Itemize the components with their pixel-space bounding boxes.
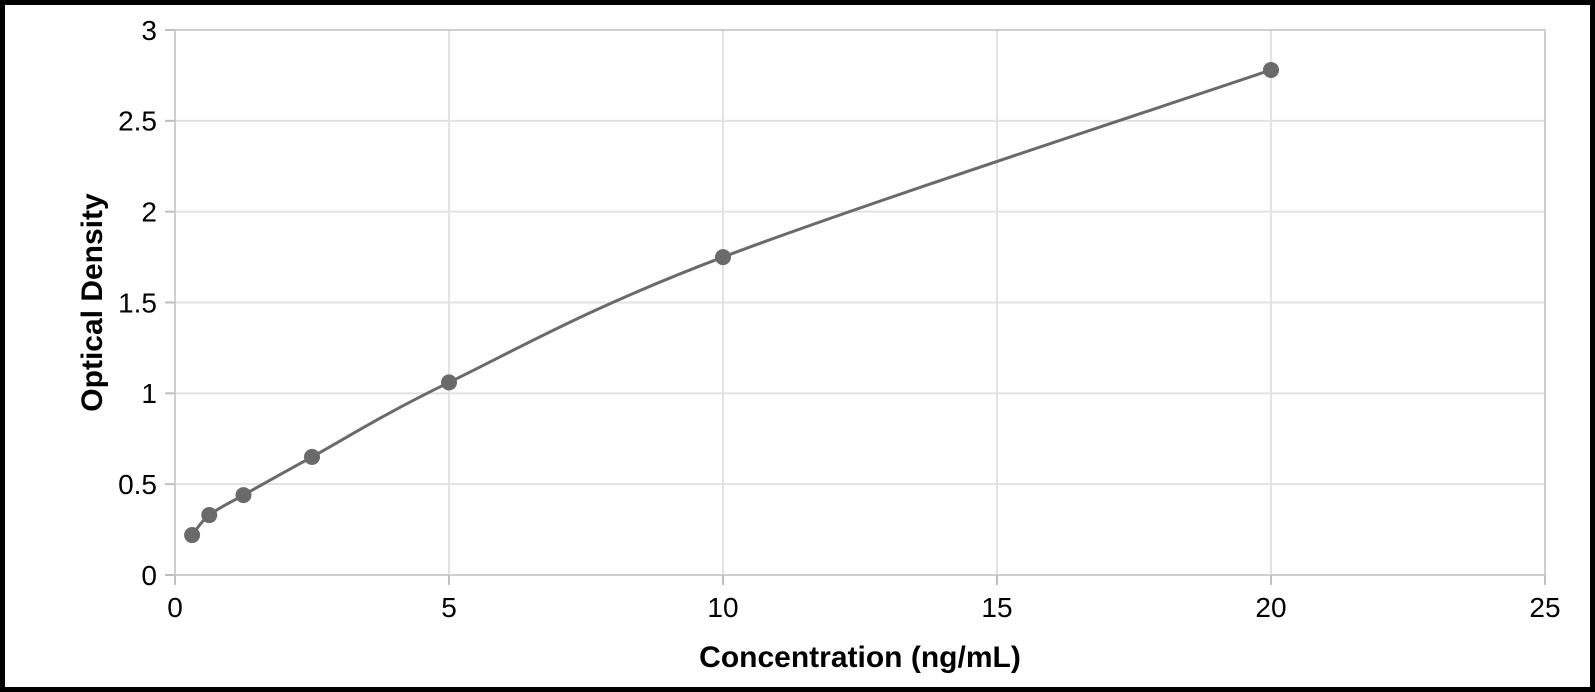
y-axis-label: Optical Density [76,193,109,412]
x-tick-label: 15 [981,592,1012,623]
data-point [236,487,252,503]
x-tick-label: 20 [1255,592,1286,623]
y-tick-label: 3 [141,15,157,46]
x-tick-label: 0 [167,592,183,623]
y-tick-label: 2.5 [118,106,157,137]
data-point [304,449,320,465]
data-point [201,507,217,523]
data-point [1263,62,1279,78]
x-tick-label: 25 [1529,592,1560,623]
chart-area: 0 5 10 15 20 25 0 0.5 1 1.5 2 2.5 3 Concentration (ng… [5,5,1590,687]
y-tick-label: 2 [141,196,157,227]
data-point [184,527,200,543]
y-tick-label: 1 [141,378,157,409]
x-tick-label: 10 [707,592,738,623]
data-point [441,374,457,390]
y-tick-label: 1.5 [118,287,157,318]
chart-frame: 0 5 10 15 20 25 0 0.5 1 1.5 2 2.5 3 Concentration (ng… [0,0,1595,692]
chart-svg: 0 5 10 15 20 25 0 0.5 1 1.5 2 2.5 3 Concentration (ng… [5,5,1590,687]
y-tick-label: 0.5 [118,469,157,500]
data-point [715,249,731,265]
y-tick-label: 0 [141,560,157,591]
x-axis-label: Concentration (ng/mL) [699,641,1021,674]
x-tick-label: 5 [441,592,457,623]
